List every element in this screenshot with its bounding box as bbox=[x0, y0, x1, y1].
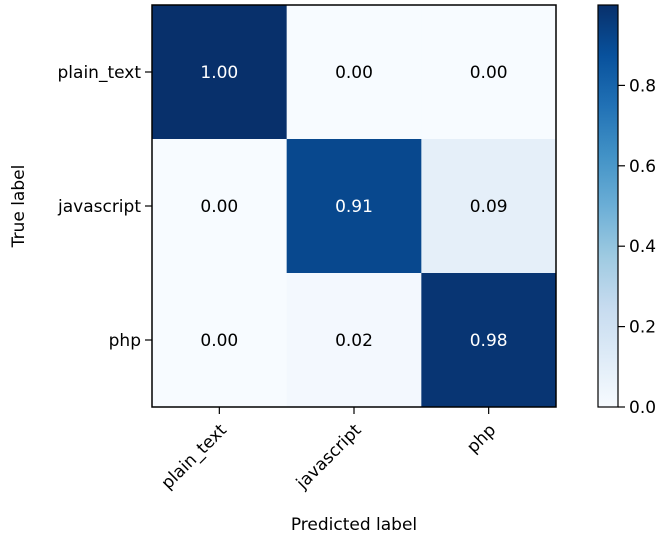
y-axis-label: True label bbox=[9, 165, 29, 249]
colorbar-tick-label: 0.6 bbox=[629, 157, 656, 177]
x-axis-label: Predicted label bbox=[291, 515, 417, 535]
colorbar-tick-label: 0.4 bbox=[629, 237, 656, 257]
colorbar-tick-label: 0.8 bbox=[629, 76, 656, 96]
cell-value-label: 0.00 bbox=[200, 331, 238, 351]
heatmap-cell bbox=[286, 273, 422, 408]
heatmap-cell bbox=[152, 139, 288, 274]
cell-value-label: 0.00 bbox=[200, 197, 238, 217]
x-tick-label: php bbox=[463, 420, 500, 457]
heatmap-cell bbox=[286, 5, 422, 140]
y-tick-label: plain_text bbox=[58, 63, 142, 83]
x-tick-label: plain_text bbox=[158, 420, 231, 493]
heatmap-cell bbox=[152, 5, 288, 140]
heatmap-cell bbox=[421, 5, 557, 140]
cell-value-label: 0.00 bbox=[470, 63, 508, 83]
colorbar bbox=[597, 4, 619, 408]
cell-value-label: 0.09 bbox=[470, 197, 508, 217]
x-axis-ticks: plain_text javascript php bbox=[158, 407, 500, 494]
heatmap-cell bbox=[421, 273, 557, 408]
y-axis-ticks: plain_text javascript php bbox=[57, 63, 152, 351]
heatmap-cell bbox=[152, 273, 288, 408]
cell-value-label: 0.91 bbox=[335, 197, 373, 217]
cell-value-label: 0.00 bbox=[335, 63, 373, 83]
colorbar-ticks: 0.0 0.2 0.4 0.6 0.8 bbox=[618, 76, 656, 418]
cell-value-label: 1.00 bbox=[200, 63, 238, 83]
heatmap-cell-labels: 1.00 0.00 0.00 0.00 0.91 0.09 0.00 0.02 0.98 bbox=[200, 63, 507, 351]
y-tick-label: php bbox=[109, 331, 141, 351]
heatmap-cell bbox=[421, 139, 557, 274]
cell-value-label: 0.98 bbox=[470, 331, 508, 351]
cell-value-label: 0.02 bbox=[335, 331, 373, 351]
colorbar-tick-label: 0.2 bbox=[629, 318, 656, 338]
heatmap-cell bbox=[286, 139, 422, 274]
heatmap-cells bbox=[152, 5, 557, 408]
x-tick-label: javascript bbox=[292, 420, 366, 494]
colorbar-tick-label: 0.0 bbox=[629, 398, 656, 418]
y-tick-label: javascript bbox=[57, 197, 141, 217]
